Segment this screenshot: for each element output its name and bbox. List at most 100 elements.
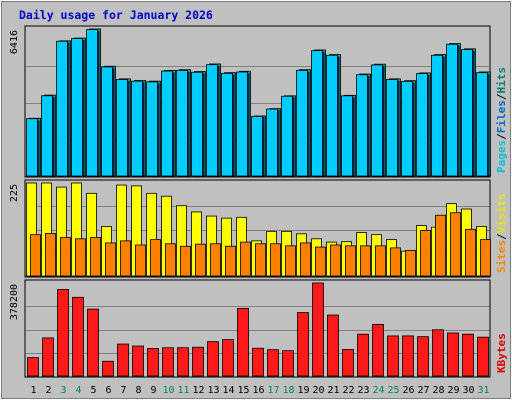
bar-top-pages-3 bbox=[56, 40, 68, 177]
bar-mid-sites-6 bbox=[105, 242, 116, 277]
legend-entry-mid-0: Sites bbox=[495, 240, 508, 273]
bar-top-pages-24 bbox=[371, 64, 383, 177]
day-label-6: 6 bbox=[105, 385, 111, 396]
bar-top-pages-13 bbox=[206, 64, 218, 177]
bar-bottom-kbytes-12 bbox=[192, 346, 204, 377]
bar-bottom-kbytes-16 bbox=[252, 347, 264, 377]
bar-top-pages-20 bbox=[311, 50, 323, 177]
day-label-9: 9 bbox=[150, 385, 156, 396]
bar-bottom-kbytes-4 bbox=[72, 296, 84, 377]
bar-bottom-kbytes-29 bbox=[447, 332, 459, 377]
day-label-10: 10 bbox=[162, 385, 174, 396]
bar-top-pages-10 bbox=[161, 70, 173, 177]
bar-mid-sites-7 bbox=[120, 240, 131, 277]
bar-mid-sites-29 bbox=[450, 212, 461, 277]
bar-mid-sites-27 bbox=[420, 230, 431, 277]
bar-bottom-kbytes-1 bbox=[27, 357, 39, 377]
bar-top-pages-25 bbox=[386, 79, 398, 177]
bar-bottom-kbytes-13 bbox=[207, 341, 219, 377]
bar-mid-sites-1 bbox=[30, 234, 41, 277]
bar-top-pages-7 bbox=[116, 79, 128, 177]
day-label-24: 24 bbox=[372, 385, 384, 396]
panel-bottom: 378200 KBytes bbox=[9, 279, 508, 378]
day-label-19: 19 bbox=[297, 385, 309, 396]
bar-bottom-kbytes-21 bbox=[327, 314, 339, 377]
bar-top-pages-6 bbox=[101, 66, 113, 177]
bar-mid-sites-13 bbox=[210, 243, 221, 277]
bar-bottom-kbytes-3 bbox=[57, 289, 69, 377]
day-label-18: 18 bbox=[282, 385, 294, 396]
day-label-1: 1 bbox=[30, 385, 36, 396]
day-label-20: 20 bbox=[312, 385, 324, 396]
day-label-17: 17 bbox=[267, 385, 279, 396]
bar-bottom-kbytes-19 bbox=[297, 312, 309, 377]
bar-bottom-kbytes-26 bbox=[402, 335, 414, 377]
day-label-26: 26 bbox=[402, 385, 414, 396]
bar-bottom-kbytes-14 bbox=[222, 339, 234, 377]
bar-bottom-kbytes-11 bbox=[177, 347, 189, 377]
bar-top-pages-26 bbox=[401, 80, 413, 177]
max-label-mid: 225 bbox=[9, 184, 20, 202]
bar-bottom-kbytes-28 bbox=[432, 329, 444, 377]
bar-bottom-kbytes-23 bbox=[357, 333, 369, 377]
legend-mid: Sites/Visits bbox=[495, 194, 508, 274]
bar-bottom-kbytes-17 bbox=[267, 349, 279, 377]
bar-bottom-kbytes-18 bbox=[282, 350, 294, 377]
bar-mid-sites-21 bbox=[330, 244, 341, 277]
day-label-22: 22 bbox=[342, 385, 354, 396]
day-label-28: 28 bbox=[432, 385, 444, 396]
bar-top-pages-27 bbox=[416, 73, 428, 177]
bar-top-pages-31 bbox=[476, 72, 488, 177]
day-label-3: 3 bbox=[60, 385, 66, 396]
bar-mid-sites-17 bbox=[270, 243, 281, 277]
bar-top-pages-23 bbox=[356, 74, 368, 177]
bar-top-pages-12 bbox=[191, 71, 203, 177]
bar-mid-sites-19 bbox=[300, 242, 311, 277]
bar-top-pages-15 bbox=[236, 71, 248, 177]
bar-bottom-kbytes-20 bbox=[312, 282, 324, 377]
bar-top-pages-8 bbox=[131, 80, 143, 177]
day-label-16: 16 bbox=[252, 385, 264, 396]
day-label-21: 21 bbox=[327, 385, 339, 396]
bar-top-pages-14 bbox=[221, 72, 233, 177]
bar-mid-sites-12 bbox=[195, 243, 206, 277]
max-label-top: 6416 bbox=[9, 30, 20, 54]
bar-top-pages-4 bbox=[71, 38, 83, 177]
bar-top-pages-16 bbox=[251, 116, 263, 177]
panel-mid: 225 Sites/Visits bbox=[9, 179, 508, 278]
legend-entry-mid-2: Visits bbox=[495, 194, 508, 234]
day-label-23: 23 bbox=[357, 385, 369, 396]
day-label-31: 31 bbox=[477, 385, 489, 396]
legend-entry-top-2: Files bbox=[495, 100, 508, 133]
bar-bottom-kbytes-25 bbox=[387, 335, 399, 377]
day-label-12: 12 bbox=[192, 385, 204, 396]
bar-top-pages-30 bbox=[461, 49, 473, 177]
bar-bottom-kbytes-27 bbox=[417, 336, 429, 377]
bar-mid-sites-4 bbox=[75, 238, 86, 277]
legend-entry-top-4: Hits bbox=[495, 67, 508, 94]
bar-mid-sites-5 bbox=[90, 237, 101, 277]
day-label-14: 14 bbox=[222, 385, 234, 396]
bar-bottom-kbytes-31 bbox=[477, 336, 489, 377]
bar-mid-sites-26 bbox=[405, 249, 416, 277]
bar-mid-sites-24 bbox=[375, 245, 386, 277]
day-label-15: 15 bbox=[237, 385, 249, 396]
bar-mid-sites-15 bbox=[240, 241, 251, 277]
bar-mid-sites-9 bbox=[150, 239, 161, 277]
bar-mid-sites-11 bbox=[180, 245, 191, 277]
bar-top-pages-17 bbox=[266, 108, 278, 177]
bar-bottom-kbytes-10 bbox=[162, 347, 174, 377]
bar-bottom-kbytes-30 bbox=[462, 333, 474, 377]
bar-top-pages-5 bbox=[86, 29, 98, 177]
bar-bottom-kbytes-9 bbox=[147, 348, 159, 377]
legend-entry-bottom-0: KBytes bbox=[495, 333, 508, 373]
bar-top-pages-11 bbox=[176, 69, 188, 177]
bar-mid-sites-10 bbox=[165, 243, 176, 277]
bar-top-pages-2 bbox=[41, 95, 53, 177]
bar-mid-sites-31 bbox=[480, 239, 491, 277]
bar-bottom-kbytes-5 bbox=[87, 308, 99, 377]
legend-entry-mid-1: / bbox=[495, 233, 508, 240]
bar-bottom-kbytes-8 bbox=[132, 345, 144, 377]
